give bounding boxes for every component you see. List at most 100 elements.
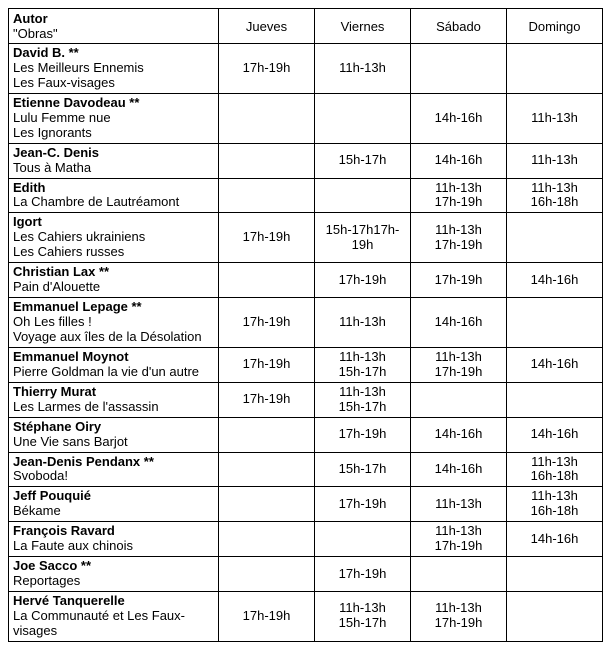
time-cell-jueves: 17h-19h xyxy=(219,298,315,348)
table-row: François RavardLa Faute aux chinois 11h-1… xyxy=(9,522,603,557)
work-title: Voyage aux îles de la Désolation xyxy=(13,330,214,345)
time-slot: 11h-13h xyxy=(415,497,502,512)
time-cell-viernes: 17h-19h xyxy=(315,417,411,452)
time-cell-sabado: 11h-13h xyxy=(411,487,507,522)
time-slot: 14h-16h xyxy=(511,427,598,442)
table-row: Jean-Denis Pendanx **Svoboda! 15h-17h 14h-… xyxy=(9,452,603,487)
author-cell: EdithLa Chambre de Lautréamont xyxy=(9,178,219,213)
author-name: Jean-C. Denis xyxy=(13,146,214,161)
work-title: La Communauté et Les Faux-visages xyxy=(13,609,214,639)
header-row: Autor "Obras" Jueves Viernes Sábado Domi… xyxy=(9,9,603,44)
header-works-label: "Obras" xyxy=(13,26,58,41)
time-cell-domingo: 11h-13h16h-18h xyxy=(507,452,603,487)
time-cell-sabado: 14h-16h xyxy=(411,452,507,487)
time-slot: 11h-13h xyxy=(511,455,598,470)
time-cell-jueves xyxy=(219,143,315,178)
time-cell-viernes: 17h-19h xyxy=(315,263,411,298)
time-cell-sabado: 14h-16h xyxy=(411,417,507,452)
author-cell: Thierry MuratLes Larmes de l'assassin xyxy=(9,382,219,417)
time-cell-sabado: 11h-13h17h-19h xyxy=(411,592,507,642)
work-title: Tous à Matha xyxy=(13,161,214,176)
work-title: Pain d'Alouette xyxy=(13,280,214,295)
table-row: Stéphane OiryUne Vie sans Barjot 17h-19h 1… xyxy=(9,417,603,452)
time-cell-sabado xyxy=(411,382,507,417)
time-slot: 11h-13h xyxy=(511,181,598,196)
author-name: Stéphane Oiry xyxy=(13,420,214,435)
time-cell-domingo xyxy=(507,213,603,263)
header-author-label: Autor xyxy=(13,11,48,26)
author-name: Etienne Davodeau ** xyxy=(13,96,214,111)
table-row: Thierry MuratLes Larmes de l'assassin 17h… xyxy=(9,382,603,417)
table-row: Emmanuel MoynotPierre Goldman la vie d'u… xyxy=(9,347,603,382)
time-slot: 15h-17h xyxy=(319,462,406,477)
work-title: Les Larmes de l'assassin xyxy=(13,400,214,415)
time-cell-domingo: 14h-16h xyxy=(507,522,603,557)
author-name: François Ravard xyxy=(13,524,214,539)
work-title: Oh Les filles ! xyxy=(13,315,214,330)
time-slot: 17h-19h xyxy=(223,315,310,330)
work-title: Les Faux-visages xyxy=(13,76,214,91)
work-title: Reportages xyxy=(13,574,214,589)
time-cell-jueves xyxy=(219,452,315,487)
work-title: La Faute aux chinois xyxy=(13,539,214,554)
schedule-table: Autor "Obras" Jueves Viernes Sábado Domi… xyxy=(8,8,603,642)
time-slot: 17h-19h xyxy=(223,609,310,624)
table-row: Christian Lax **Pain d'Alouette 17h-19h 17… xyxy=(9,263,603,298)
table-row: Jeff PouquiéBékame17h-19h11h-13h11h-13h1… xyxy=(9,487,603,522)
time-cell-jueves xyxy=(219,263,315,298)
table-row: Emmanuel Lepage **Oh Les filles !Voyage … xyxy=(9,298,603,348)
time-slot: 17h-19h xyxy=(415,195,502,210)
time-cell-viernes: 15h-17h xyxy=(315,143,411,178)
time-cell-jueves xyxy=(219,487,315,522)
work-title: Svoboda! xyxy=(13,469,214,484)
time-slot: 14h-16h xyxy=(415,153,502,168)
author-cell: Christian Lax **Pain d'Alouette xyxy=(9,263,219,298)
time-cell-jueves xyxy=(219,93,315,143)
time-cell-domingo: 11h-13h xyxy=(507,93,603,143)
time-slot: 17h-19h xyxy=(223,392,310,407)
time-cell-domingo xyxy=(507,592,603,642)
time-slot: 11h-13h xyxy=(415,223,502,238)
author-name: Emmanuel Moynot xyxy=(13,350,214,365)
time-cell-sabado xyxy=(411,44,507,94)
header-jueves: Jueves xyxy=(219,9,315,44)
time-slot: 17h-19h xyxy=(319,273,406,288)
table-row: Joe Sacco **Reportages17h-19h xyxy=(9,557,603,592)
time-cell-viernes: 15h-17h xyxy=(315,452,411,487)
time-slot: 11h-13h xyxy=(511,489,598,504)
time-cell-viernes: 15h-17h17h-19h xyxy=(315,213,411,263)
header-author: Autor "Obras" xyxy=(9,9,219,44)
time-slot: 17h-19h xyxy=(415,616,502,631)
time-slot: 14h-16h xyxy=(511,357,598,372)
time-cell-viernes: 11h-13h xyxy=(315,44,411,94)
time-cell-jueves xyxy=(219,417,315,452)
work-title: Békame xyxy=(13,504,214,519)
work-title: Les Meilleurs Ennemis xyxy=(13,61,214,76)
time-cell-sabado: 17h-19h xyxy=(411,263,507,298)
time-cell-domingo: 14h-16h xyxy=(507,263,603,298)
time-slot: 11h-13h xyxy=(415,524,502,539)
time-cell-viernes: 17h-19h xyxy=(315,557,411,592)
author-name: Christian Lax ** xyxy=(13,265,214,280)
time-cell-viernes xyxy=(315,178,411,213)
time-slot: 16h-18h xyxy=(511,195,598,210)
time-cell-jueves xyxy=(219,178,315,213)
time-slot: 11h-13h xyxy=(319,315,406,330)
author-name: Igort xyxy=(13,215,214,230)
time-cell-domingo xyxy=(507,382,603,417)
time-slot: 15h-17h xyxy=(319,400,406,415)
time-cell-viernes: 11h-13h xyxy=(315,298,411,348)
time-cell-sabado: 14h-16h xyxy=(411,93,507,143)
time-cell-viernes: 17h-19h xyxy=(315,487,411,522)
time-cell-sabado: 14h-16h xyxy=(411,298,507,348)
author-name: Jean-Denis Pendanx ** xyxy=(13,455,214,470)
time-cell-viernes xyxy=(315,522,411,557)
time-cell-jueves: 17h-19h xyxy=(219,382,315,417)
author-name: Jeff Pouquié xyxy=(13,489,214,504)
work-title: Une Vie sans Barjot xyxy=(13,435,214,450)
time-cell-sabado: 11h-13h17h-19h xyxy=(411,522,507,557)
time-slot: 11h-13h xyxy=(511,111,598,126)
time-slot: 17h-19h xyxy=(415,539,502,554)
time-slot: 17h-19h xyxy=(319,427,406,442)
time-slot: 17h-19h xyxy=(415,238,502,253)
